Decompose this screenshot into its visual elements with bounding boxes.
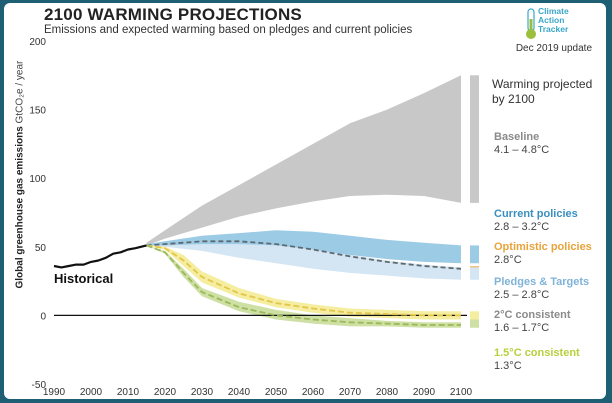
thermometer-icon — [526, 8, 536, 39]
label-1-5c-name: 1.5°C consistent — [494, 347, 580, 359]
legend-heading-line-1: Warming projected — [492, 77, 593, 91]
line-twoc_mid — [146, 244, 461, 317]
range-bar-pledges — [470, 267, 479, 280]
range-bars — [470, 75, 479, 328]
band-baseline — [146, 75, 461, 246]
range-bar-current — [470, 245, 479, 264]
legend-heading-line-2: by 2100 — [492, 92, 535, 106]
scenario-lines — [146, 240, 462, 326]
band-twoc — [146, 245, 461, 320]
page-title: 2100 WARMING PROJECTIONS — [44, 5, 302, 24]
climate-action-tracker-logo: Climate Action Tracker — [524, 7, 604, 43]
logo-line-1: Climate — [538, 6, 569, 16]
y-tick-label: 150 — [29, 106, 46, 117]
y-tick-label: 50 — [35, 243, 47, 254]
x-tick-label: 2030 — [191, 387, 214, 398]
emissions-chart: 1990 2000 2010 2020 2030 2040 2050 2060 2070 2080… — [29, 37, 479, 398]
logo-text: Climate Action Tracker — [538, 7, 569, 34]
band-pledges — [146, 239, 461, 280]
y-ticks: -50 0 50 100 150 200 — [29, 37, 46, 391]
x-ticks: 1990 2000 2010 2020 2030 2040 2050 2060 2070 2080… — [43, 387, 473, 398]
line-optimistic — [146, 240, 462, 270]
label-2c-name: 2°C consistent — [494, 309, 571, 321]
label-optimistic-range: 2.8°C — [494, 254, 522, 266]
historical-group — [53, 244, 147, 269]
label-optimistic-name: Optimistic policies — [494, 241, 592, 253]
label-1-5c-consistent: 1.5°C consistent 1.3°C — [494, 347, 580, 373]
scenario-bands — [146, 75, 461, 328]
y-tick-label: 0 — [40, 311, 46, 322]
x-tick-label: 2090 — [413, 387, 436, 398]
page-subtitle: Emissions and expected warming based on … — [44, 24, 413, 36]
label-2c-range: 1.6 – 1.7°C — [494, 322, 550, 334]
label-pledges-range: 2.5 – 2.8°C — [494, 289, 550, 301]
historical-line — [53, 244, 147, 269]
label-pledges-targets: Pledges & Targets 2.5 – 2.8°C — [494, 276, 589, 302]
line-onefive_mid — [146, 244, 461, 326]
y-tick-label: -50 — [32, 380, 47, 391]
x-tick-label: 2100 — [450, 387, 473, 398]
x-tick-label: 2080 — [376, 387, 399, 398]
range-bar-twoc — [470, 311, 479, 320]
y-tick-label: 100 — [29, 174, 46, 185]
label-current-name: Current policies — [494, 208, 578, 220]
chart-frame: 2100 WARMING PROJECTIONS Emissions and e… — [4, 3, 606, 399]
logo-line-2: Action — [538, 15, 565, 25]
x-tick-label: 2020 — [154, 387, 177, 398]
x-tick-label: 2040 — [228, 387, 251, 398]
range-bar-onefive — [470, 319, 479, 328]
legend-heading: Warming projected by 2100 — [492, 77, 592, 107]
x-tick-label: 2050 — [265, 387, 288, 398]
range-bar-baseline — [470, 75, 479, 203]
x-tick-label: 2000 — [80, 387, 103, 398]
label-optimistic-policies: Optimistic policies 2.8°C — [494, 241, 592, 267]
y-tick-label: 200 — [29, 37, 46, 48]
x-tick-label: 1990 — [43, 387, 66, 398]
label-current-range: 2.8 – 3.2°C — [494, 221, 550, 233]
label-baseline-range: 4.1 – 4.8°C — [494, 144, 550, 156]
band-current — [146, 230, 461, 264]
x-tick-label: 2070 — [339, 387, 362, 398]
label-baseline-name: Baseline — [494, 131, 540, 143]
label-current-policies: Current policies 2.8 – 3.2°C — [494, 208, 578, 234]
label-1-5c-range: 1.3°C — [494, 360, 522, 372]
historical-label: Historical — [54, 271, 114, 286]
x-tick-label: 2060 — [302, 387, 325, 398]
logo-line-3: Tracker — [538, 24, 569, 34]
label-pledges-name: Pledges & Targets — [494, 276, 590, 288]
label-baseline: Baseline 4.1 – 4.8°C — [494, 131, 549, 157]
label-2c-consistent: 2°C consistent 1.6 – 1.7°C — [494, 309, 571, 335]
x-tick-label: 2010 — [117, 387, 140, 398]
update-date: Dec 2019 update — [515, 43, 592, 54]
